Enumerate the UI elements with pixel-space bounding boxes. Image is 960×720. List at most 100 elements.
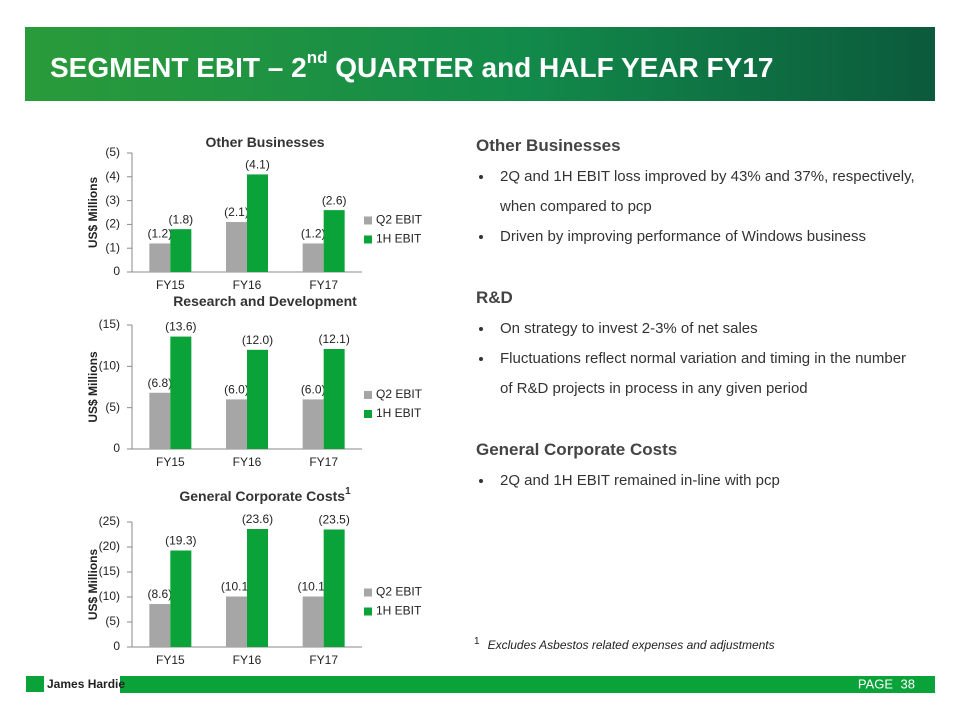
x-tick-label: FY17	[309, 455, 338, 469]
footnote: 1 Excludes Asbestos related expenses and …	[474, 636, 775, 652]
y-tick-label: (15)	[99, 564, 120, 578]
y-axis-label: US$ Millions	[86, 177, 100, 249]
x-tick-label: FY15	[156, 455, 185, 469]
bar	[226, 222, 247, 272]
commentary: Other Businesses 2Q and 1H EBIT loss impr…	[476, 136, 916, 532]
data-label: (1.2)	[301, 227, 326, 241]
footer-bar	[120, 676, 935, 693]
bar	[149, 243, 171, 272]
legend-swatch	[364, 588, 372, 597]
data-label: (2.6)	[322, 193, 347, 207]
y-tick-label: (5)	[105, 145, 120, 159]
footnote-text: Excludes Asbestos related expenses and a…	[487, 638, 775, 652]
section-heading: R&D	[476, 288, 513, 307]
bullet: 2Q and 1H EBIT remained in-line with pcp	[494, 466, 916, 496]
bullet: 2Q and 1H EBIT loss improved by 43% and …	[494, 162, 916, 222]
legend-label: 1H EBIT	[376, 604, 422, 618]
bar	[149, 392, 171, 449]
title-part: SEGMENT EBIT – 2	[50, 52, 307, 83]
bar	[247, 349, 268, 449]
x-tick-label: FY16	[233, 278, 262, 292]
y-tick-label: (5)	[105, 614, 120, 628]
bullet: On strategy to invest 2-3% of net sales	[494, 314, 916, 344]
y-axis-label: US$ Millions	[86, 549, 100, 621]
bar	[247, 529, 268, 647]
bar	[323, 210, 345, 272]
bullet-list: 2Q and 1H EBIT loss improved by 43% and …	[476, 162, 916, 252]
bar	[302, 596, 324, 647]
data-label: (23.6)	[242, 512, 273, 526]
data-label: (12.0)	[242, 333, 273, 347]
bar	[323, 348, 345, 449]
header-bar	[25, 27, 935, 101]
page-number: 38	[901, 676, 915, 691]
data-label: (6.0)	[301, 383, 326, 397]
legend-label: Q2 EBIT	[376, 213, 423, 227]
y-tick-label: 0	[113, 264, 120, 278]
chart-title: Other Businesses	[205, 134, 324, 150]
legend-label: 1H EBIT	[376, 232, 422, 246]
data-label: (2.1)	[224, 205, 249, 219]
legend-swatch	[364, 607, 372, 616]
chart-title-sup: 1	[345, 486, 351, 497]
x-tick-label: FY17	[309, 653, 338, 667]
data-label: (1.8)	[168, 212, 193, 226]
y-tick-label: 0	[113, 639, 120, 653]
bar	[170, 336, 192, 449]
data-label: (10.1)	[297, 580, 328, 594]
chart-title-text: Other Businesses	[205, 134, 324, 150]
bar	[226, 399, 247, 449]
bar	[170, 229, 192, 272]
legend-label: Q2 EBIT	[376, 585, 423, 599]
data-label: (1.2)	[147, 227, 172, 241]
section-heading: Other Businesses	[476, 136, 621, 155]
chart-title: General Corporate Costs1	[179, 486, 351, 504]
y-axis-label: US$ Millions	[86, 351, 100, 423]
legend-label: Q2 EBIT	[376, 387, 423, 401]
chart-title-text: Research and Development	[173, 293, 357, 309]
chart-title: Research and Development	[173, 293, 357, 309]
bullet-list: On strategy to invest 2-3% of net salesF…	[476, 314, 916, 404]
slide-title: SEGMENT EBIT – 2nd QUARTER and HALF YEAR…	[50, 48, 773, 83]
data-label: (23.5)	[318, 513, 349, 527]
chart-title-text: General Corporate Costs	[179, 488, 345, 504]
bullet: Fluctuations reflect normal variation an…	[494, 344, 916, 404]
data-label: (6.8)	[147, 376, 172, 390]
page-label: PAGE	[858, 676, 893, 691]
x-tick-label: FY16	[233, 653, 262, 667]
bullet-list: 2Q and 1H EBIT remained in-line with pcp	[476, 466, 916, 496]
data-label: (8.6)	[147, 587, 172, 601]
title-part: QUARTER and HALF YEAR FY17	[328, 52, 774, 83]
bar	[302, 399, 324, 449]
data-label: (12.1)	[318, 332, 349, 346]
bar	[302, 243, 324, 272]
legend-swatch	[364, 235, 372, 244]
bullet: Driven by improving performance of Windo…	[494, 222, 916, 252]
data-label: (19.3)	[165, 534, 196, 548]
y-tick-label: (10)	[99, 589, 120, 603]
y-tick-label: (10)	[99, 359, 120, 373]
bar	[323, 529, 345, 647]
x-tick-label: FY15	[156, 653, 185, 667]
x-tick-label: FY16	[233, 455, 262, 469]
bar	[247, 174, 268, 272]
legend-swatch	[364, 410, 372, 418]
bar	[149, 604, 171, 647]
legend-swatch	[364, 216, 372, 225]
logo-icon	[26, 676, 44, 692]
data-label: (4.1)	[245, 158, 270, 172]
x-tick-label: FY17	[309, 278, 338, 292]
data-label: (13.6)	[165, 320, 196, 334]
y-tick-label: (2)	[105, 217, 120, 231]
section-heading: General Corporate Costs	[476, 440, 678, 459]
y-tick-label: (3)	[105, 193, 120, 207]
y-tick-label: (5)	[105, 400, 120, 414]
y-tick-label: (20)	[99, 539, 120, 553]
title-sup: nd	[307, 48, 328, 67]
footnote-mark: 1	[474, 636, 480, 647]
y-tick-label: 0	[113, 441, 120, 455]
x-tick-label: FY15	[156, 278, 185, 292]
legend-swatch	[364, 391, 372, 399]
